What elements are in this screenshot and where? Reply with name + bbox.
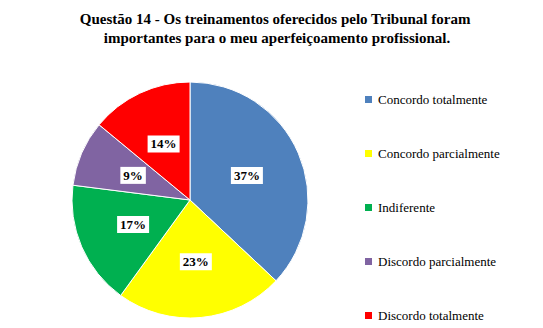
svg-text:Questão 14 - Os treinamentos o: Questão 14 - Os treinamentos oferecidos …	[80, 11, 474, 27]
svg-text:Discordo parcialmente: Discordo parcialmente	[378, 254, 496, 269]
svg-text:Discordo totalmente: Discordo totalmente	[378, 308, 484, 323]
svg-text:Indiferente: Indiferente	[378, 200, 435, 215]
svg-text:Concordo totalmente: Concordo totalmente	[378, 92, 488, 107]
svg-text:23%: 23%	[183, 254, 209, 269]
svg-text:Concordo parcialmente: Concordo parcialmente	[378, 146, 500, 161]
svg-text:37%: 37%	[234, 168, 260, 183]
svg-text:9%: 9%	[123, 168, 143, 183]
svg-text:importantes para o meu aperfei: importantes para o meu aperfeiçoamento p…	[104, 30, 451, 46]
svg-text:17%: 17%	[120, 217, 146, 232]
svg-text:14%: 14%	[151, 136, 177, 151]
